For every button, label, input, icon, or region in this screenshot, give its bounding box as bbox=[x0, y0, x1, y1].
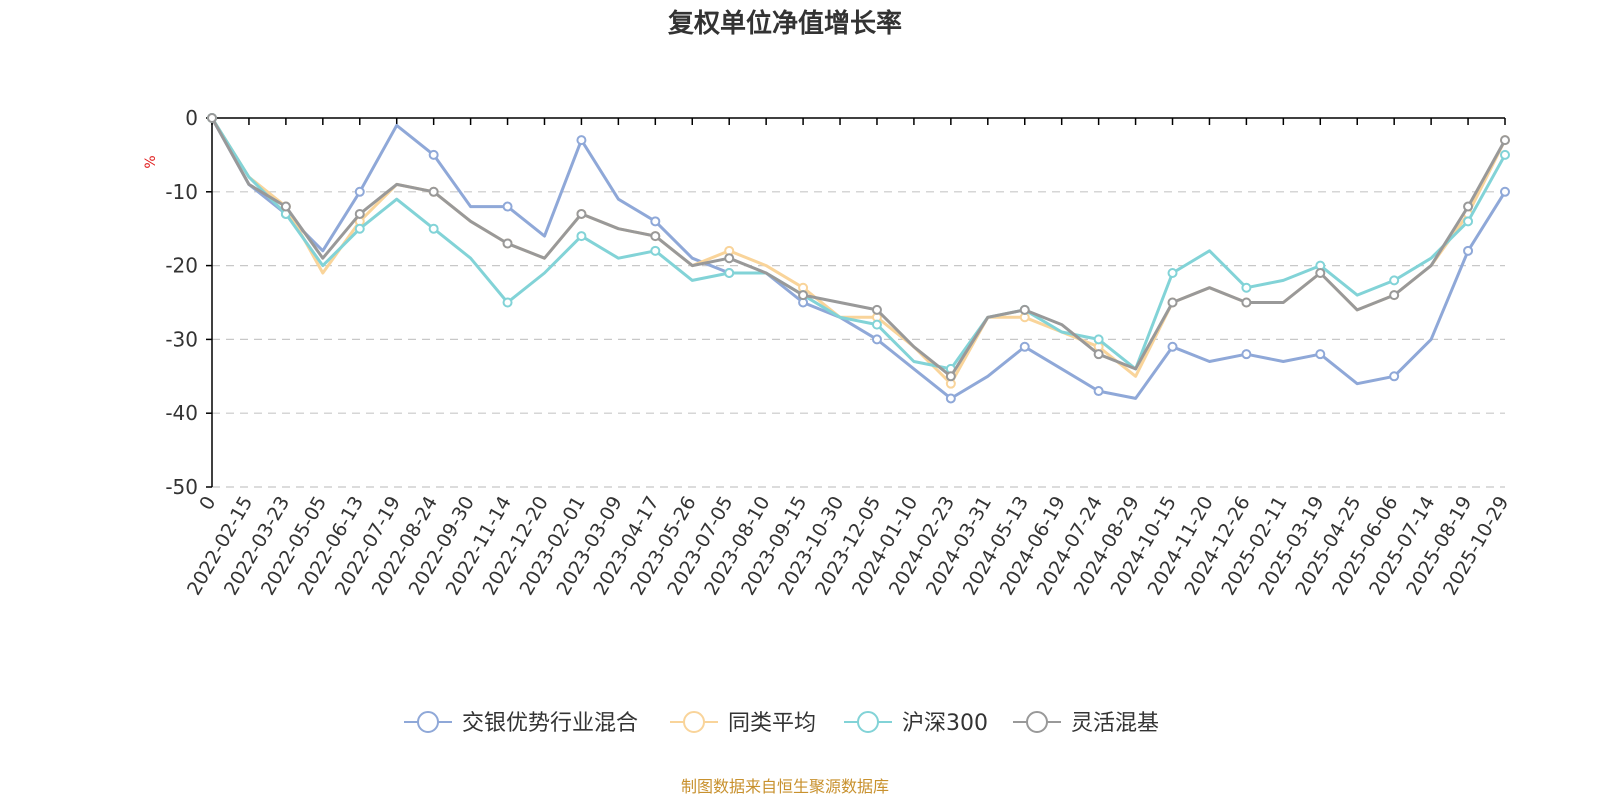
point-2-12 bbox=[650, 245, 661, 256]
point-0-34 bbox=[1463, 245, 1474, 256]
series-line-0 bbox=[210, 116, 1507, 400]
legend-item-3[interactable]: 灵活混基 bbox=[1013, 711, 1159, 736]
point-0-35 bbox=[1500, 186, 1510, 197]
point-3-35 bbox=[1500, 135, 1510, 146]
legend-item-2[interactable]: 沪深300 bbox=[844, 711, 988, 736]
series-line-1 bbox=[210, 116, 1507, 386]
point-0-12 bbox=[650, 216, 661, 227]
point-2-34 bbox=[1463, 216, 1474, 227]
point-3-10 bbox=[576, 208, 587, 219]
point-2-6 bbox=[428, 223, 439, 234]
legend-item-0[interactable]: 交银优势行业混合 bbox=[404, 711, 638, 736]
y-tick-label-4: -40 bbox=[165, 401, 198, 425]
y-tick-label-1: -10 bbox=[165, 180, 198, 204]
point-0-10 bbox=[576, 135, 587, 146]
point-0-26 bbox=[1167, 341, 1178, 352]
legend-swatch-marker-3 bbox=[1026, 711, 1048, 733]
point-0-8 bbox=[502, 201, 513, 212]
point-2-32 bbox=[1389, 275, 1400, 286]
chart-title: 复权单位净值增长率 bbox=[668, 8, 902, 39]
y-axis-unit: % bbox=[143, 155, 159, 168]
point-0-4 bbox=[354, 186, 365, 197]
legend: 交银优势行业混合 同类平均 沪深300 灵活混基 bbox=[404, 711, 1159, 736]
point-3-4 bbox=[354, 208, 365, 219]
point-0-20 bbox=[945, 393, 956, 404]
point-3-28 bbox=[1241, 297, 1252, 308]
point-3-22 bbox=[1019, 304, 1030, 315]
x-tick-label-0: 0 bbox=[195, 493, 220, 514]
point-0-6 bbox=[428, 149, 439, 160]
point-3-6 bbox=[428, 186, 439, 197]
legend-label-2: 沪深300 bbox=[902, 711, 988, 736]
point-2-18 bbox=[871, 319, 882, 330]
point-3-0 bbox=[207, 113, 217, 123]
point-0-28 bbox=[1241, 349, 1252, 360]
point-2-10 bbox=[576, 231, 587, 242]
series-line-2 bbox=[210, 116, 1507, 371]
data-source-note: 制图数据来自恒生聚源数据库 bbox=[681, 777, 889, 796]
legend-item-1[interactable]: 同类平均 bbox=[670, 711, 816, 736]
y-tick-label-5: -50 bbox=[165, 475, 198, 499]
point-2-4 bbox=[354, 223, 365, 234]
series-line-3 bbox=[210, 116, 1507, 378]
legend-swatch-marker-2 bbox=[857, 711, 879, 733]
legend-label-3: 灵活混基 bbox=[1071, 711, 1159, 736]
point-3-12 bbox=[650, 231, 661, 242]
series-lines bbox=[207, 113, 1510, 404]
point-0-22 bbox=[1019, 341, 1030, 352]
point-3-14 bbox=[724, 253, 735, 264]
y-tick-label-3: -30 bbox=[165, 327, 198, 351]
point-3-26 bbox=[1167, 297, 1178, 308]
point-0-18 bbox=[871, 334, 882, 345]
point-3-2 bbox=[280, 201, 291, 212]
legend-label-1: 同类平均 bbox=[728, 711, 816, 736]
point-0-30 bbox=[1315, 349, 1326, 360]
point-2-8 bbox=[502, 297, 513, 308]
point-2-14 bbox=[724, 267, 735, 278]
y-tick-label-2: -20 bbox=[165, 254, 198, 278]
legend-swatch-marker-1 bbox=[683, 711, 705, 733]
point-3-34 bbox=[1463, 201, 1474, 212]
legend-swatch-marker-0 bbox=[417, 711, 439, 733]
point-2-24 bbox=[1093, 334, 1104, 345]
point-3-32 bbox=[1389, 290, 1400, 301]
y-tick-label-0: 0 bbox=[185, 106, 198, 130]
point-3-24 bbox=[1093, 349, 1104, 360]
legend-label-0: 交银优势行业混合 bbox=[462, 711, 638, 736]
point-3-20 bbox=[945, 371, 956, 382]
point-3-30 bbox=[1315, 267, 1326, 278]
gridlines bbox=[212, 191, 1505, 488]
point-3-8 bbox=[502, 238, 513, 249]
point-2-26 bbox=[1167, 267, 1178, 278]
point-2-28 bbox=[1241, 282, 1252, 293]
point-0-24 bbox=[1093, 386, 1104, 397]
point-3-16 bbox=[798, 290, 809, 301]
point-0-32 bbox=[1389, 371, 1400, 382]
point-3-18 bbox=[871, 304, 882, 315]
point-2-35 bbox=[1500, 149, 1510, 160]
